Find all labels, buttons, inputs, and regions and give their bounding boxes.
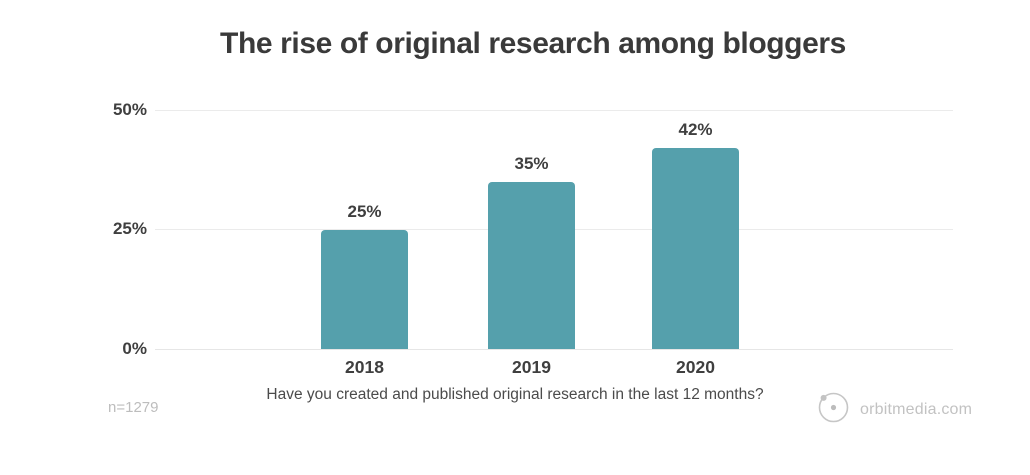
bar-value-label: 42% bbox=[678, 120, 713, 140]
bar-2020 bbox=[652, 148, 739, 349]
chart-caption: Have you created and published original … bbox=[266, 386, 764, 403]
y-tick-label-50: 50% bbox=[112, 100, 147, 119]
brand-label: orbitmedia.com bbox=[860, 401, 973, 418]
y-tick-label-0: 0% bbox=[122, 339, 147, 358]
bar-value-label: 25% bbox=[347, 201, 382, 221]
bar-2019 bbox=[488, 181, 575, 349]
sample-size-label: n=1279 bbox=[108, 399, 159, 416]
x-tick-label-2020: 2020 bbox=[676, 357, 715, 377]
bar-column-2020: 42% bbox=[652, 120, 739, 349]
x-tick-label-2018: 2018 bbox=[345, 357, 384, 377]
bar-column-2018: 25% bbox=[321, 201, 408, 349]
y-tick-label-25: 25% bbox=[112, 219, 147, 238]
plot-area: 25% 35% 42% bbox=[155, 110, 953, 349]
gridline-0-baseline bbox=[155, 349, 953, 350]
orbit-logo-icon bbox=[818, 392, 849, 428]
bar-2018 bbox=[321, 229, 408, 349]
bar-value-label: 35% bbox=[514, 153, 549, 173]
brand-lockup: orbitmedia.com bbox=[818, 392, 972, 428]
chart-title: The rise of original research among blog… bbox=[220, 27, 846, 60]
bar-column-2019: 35% bbox=[488, 154, 575, 349]
gridline-50 bbox=[155, 110, 953, 111]
x-tick-label-2019: 2019 bbox=[512, 357, 551, 377]
